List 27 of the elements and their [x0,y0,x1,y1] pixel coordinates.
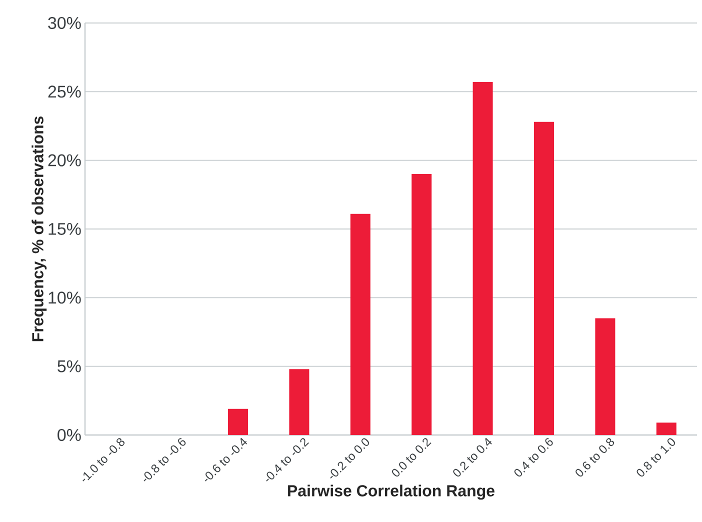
y-tick-label: 25% [48,86,81,98]
y-tick-label: 10% [48,292,81,304]
bar [472,82,493,435]
x-tick-label: 0.2 to 0.4 [453,438,492,477]
y-tick-label: 15% [48,223,81,235]
y-tick-label: 20% [48,154,81,166]
y-axis-title: Frequency, % of observations [32,116,47,342]
bar [534,122,554,435]
x-tick-label: -0.6 to -0.4 [204,438,248,482]
x-tick-label: 0.4 to 0.6 [514,438,553,477]
bar [595,318,616,435]
bar [289,369,310,435]
y-tick-label: 30% [48,16,81,30]
x-tick-label: -1.0 to -0.8 [82,438,125,482]
bar [228,408,248,435]
bar [656,422,676,435]
x-tick-label: 0.0 to 0.2 [392,438,432,477]
bar [350,214,370,435]
y-tick-label: 5% [58,360,81,372]
x-tick-label: -0.2 to 0.0 [330,438,370,479]
x-tick-label: 0.8 to 1.0 [636,438,676,477]
x-tick-label: -0.8 to -0.6 [144,438,186,482]
y-tick-label: 0% [58,428,81,442]
x-tick-label: -0.4 to -0.2 [266,438,309,482]
bar [412,174,432,435]
x-axis-title: Pairwise Correlation Range [288,484,494,500]
x-tick-label: 0.6 to 0.8 [576,438,614,477]
